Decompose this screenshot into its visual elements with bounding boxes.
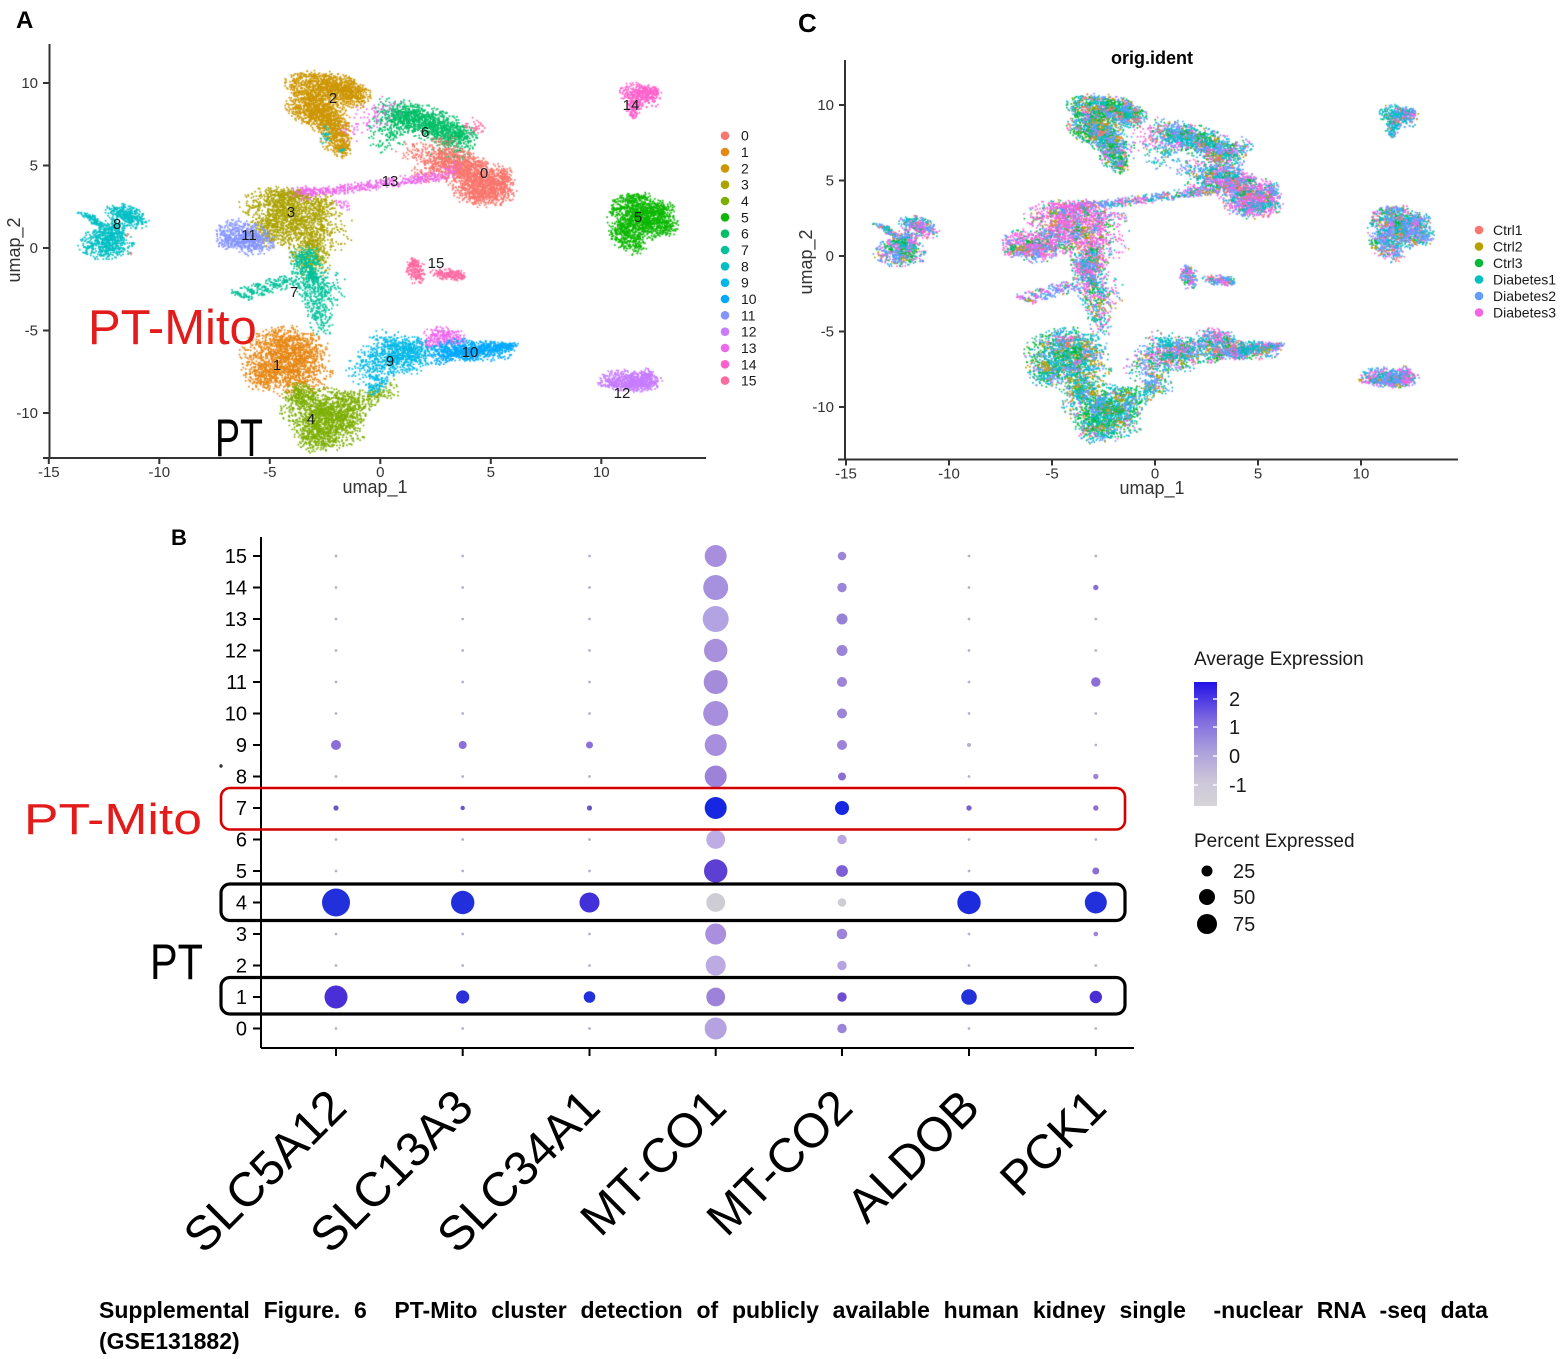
- svg-text:0: 0: [30, 240, 38, 257]
- svg-text:-1: -1: [1229, 775, 1247, 797]
- svg-text:3: 3: [287, 204, 295, 221]
- svg-text:-10: -10: [812, 399, 834, 416]
- svg-text:10: 10: [225, 704, 247, 726]
- svg-text:PT-Mito: PT-Mito: [88, 301, 257, 355]
- svg-text:PT: PT: [150, 934, 203, 990]
- svg-text:umap_1: umap_1: [1119, 478, 1184, 499]
- svg-text:Ctrl3: Ctrl3: [1493, 255, 1523, 271]
- svg-text:-5: -5: [263, 464, 276, 481]
- svg-text:11: 11: [241, 227, 257, 244]
- svg-text:-5: -5: [821, 324, 834, 341]
- svg-text:2: 2: [236, 956, 247, 978]
- svg-text:50: 50: [1233, 887, 1255, 909]
- svg-text:5: 5: [30, 158, 38, 175]
- svg-text:umap_2: umap_2: [4, 217, 25, 282]
- svg-text:umap_2: umap_2: [796, 229, 817, 294]
- svg-text:8: 8: [113, 216, 121, 233]
- svg-text:1: 1: [741, 144, 749, 160]
- svg-text:14: 14: [741, 356, 757, 372]
- svg-text:15: 15: [428, 255, 445, 272]
- svg-text:A: A: [16, 7, 33, 34]
- svg-text:Diabetes1: Diabetes1: [1493, 272, 1556, 288]
- svg-text:10: 10: [21, 75, 38, 92]
- svg-text:2: 2: [1229, 689, 1240, 711]
- svg-text:75: 75: [1233, 914, 1255, 936]
- svg-text:13: 13: [741, 340, 757, 356]
- svg-text:Ctrl2: Ctrl2: [1493, 239, 1523, 255]
- svg-text:10: 10: [741, 291, 757, 307]
- svg-text:12: 12: [225, 641, 247, 663]
- svg-text:15: 15: [225, 546, 247, 568]
- svg-text:-5: -5: [1045, 466, 1058, 483]
- svg-text:7: 7: [741, 242, 749, 258]
- svg-text:-10: -10: [938, 466, 960, 483]
- svg-text:10: 10: [1353, 466, 1370, 483]
- svg-text:11: 11: [226, 672, 247, 694]
- svg-text:-5: -5: [25, 323, 38, 340]
- svg-text:7: 7: [290, 284, 298, 301]
- svg-text:7: 7: [236, 798, 247, 820]
- svg-text:1: 1: [236, 987, 247, 1009]
- svg-text:umap_1: umap_1: [342, 477, 407, 498]
- svg-text:PT-Mito: PT-Mito: [24, 795, 202, 844]
- svg-text:12: 12: [614, 385, 631, 402]
- svg-text:9: 9: [386, 353, 394, 370]
- svg-text:5: 5: [1254, 466, 1262, 483]
- svg-text:5: 5: [826, 173, 834, 190]
- svg-text:PT: PT: [215, 409, 263, 468]
- svg-text:5: 5: [487, 464, 495, 481]
- svg-text:13: 13: [225, 609, 247, 631]
- svg-text:0: 0: [236, 1019, 247, 1041]
- svg-text:C: C: [798, 8, 817, 38]
- svg-text:0: 0: [826, 248, 834, 265]
- svg-text:14: 14: [623, 97, 640, 114]
- svg-text:5: 5: [236, 861, 247, 883]
- svg-text:4: 4: [236, 893, 247, 915]
- svg-text:13: 13: [382, 173, 399, 190]
- svg-text:14: 14: [225, 578, 247, 600]
- svg-text:B: B: [171, 525, 187, 550]
- svg-text:2: 2: [741, 160, 749, 176]
- svg-text:11: 11: [741, 307, 756, 323]
- svg-text:0: 0: [741, 128, 749, 144]
- svg-text:-10: -10: [16, 405, 38, 422]
- svg-text:-10: -10: [148, 464, 170, 481]
- svg-text:4: 4: [741, 193, 749, 209]
- svg-text:3: 3: [236, 924, 247, 946]
- svg-text:3: 3: [741, 177, 749, 193]
- svg-text:orig.ident: orig.ident: [1111, 48, 1193, 68]
- svg-text:0: 0: [480, 165, 488, 182]
- svg-text:1: 1: [1229, 717, 1240, 739]
- svg-text:25: 25: [1233, 861, 1255, 883]
- svg-text:2: 2: [329, 90, 337, 107]
- svg-text:8: 8: [741, 258, 749, 274]
- svg-text:10: 10: [462, 344, 479, 361]
- svg-text:10: 10: [593, 464, 610, 481]
- svg-text:9: 9: [741, 275, 749, 291]
- svg-text:12: 12: [741, 324, 757, 340]
- svg-text:1: 1: [273, 357, 281, 374]
- svg-text:-15: -15: [835, 466, 857, 483]
- svg-text:0: 0: [1151, 466, 1159, 483]
- svg-text:0: 0: [1229, 746, 1240, 768]
- svg-text:Diabetes2: Diabetes2: [1493, 288, 1556, 304]
- svg-text:5: 5: [634, 209, 642, 226]
- svg-text:Ctrl1: Ctrl1: [1493, 222, 1523, 238]
- svg-text:0: 0: [376, 464, 384, 481]
- svg-text:9: 9: [236, 735, 247, 757]
- svg-text:Average Expression: Average Expression: [1194, 649, 1364, 670]
- svg-text:6: 6: [741, 226, 749, 242]
- svg-text:6: 6: [421, 124, 429, 141]
- svg-text:-15: -15: [38, 464, 60, 481]
- svg-text:5: 5: [741, 209, 749, 225]
- svg-text:4: 4: [307, 411, 315, 428]
- svg-text:8: 8: [236, 767, 247, 789]
- svg-text:10: 10: [817, 97, 834, 114]
- svg-text:ALDOB: ALDOB: [837, 1080, 990, 1233]
- svg-text:15: 15: [741, 373, 757, 389]
- svg-text:Percent Expressed: Percent Expressed: [1194, 831, 1355, 852]
- svg-text:PCK1: PCK1: [990, 1080, 1116, 1206]
- svg-text:6: 6: [236, 830, 247, 852]
- svg-text:Diabetes3: Diabetes3: [1493, 305, 1556, 321]
